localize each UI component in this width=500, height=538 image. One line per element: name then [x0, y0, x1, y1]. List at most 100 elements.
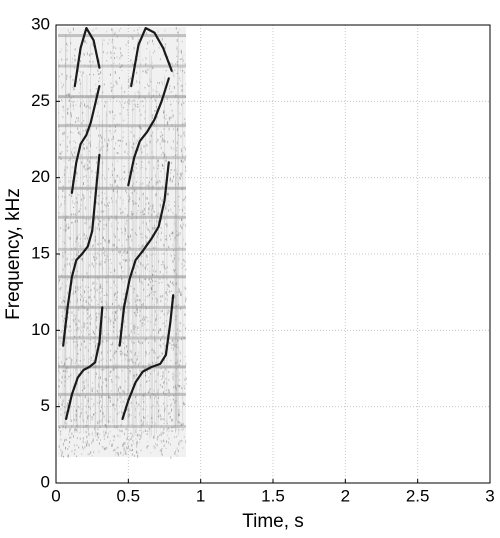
noise-dot	[101, 368, 103, 371]
noise-dot	[185, 165, 187, 169]
noise-dot	[103, 39, 105, 42]
noise-dot	[82, 194, 84, 197]
noise-dot	[87, 308, 89, 311]
noise-dot	[111, 223, 113, 225]
noise-band	[58, 124, 186, 128]
noise-dot	[141, 432, 143, 435]
noise-dot	[67, 107, 69, 111]
noise-dot	[108, 396, 110, 398]
noise-dot	[127, 299, 129, 303]
noise-dot	[72, 79, 74, 81]
noise-dot	[86, 420, 88, 423]
noise-dot	[71, 57, 73, 61]
noise-dot	[90, 335, 92, 338]
noise-dot	[89, 128, 91, 131]
x-tick-label: 2.5	[406, 486, 430, 505]
noise-dot	[160, 310, 162, 313]
noise-dot	[181, 218, 183, 221]
noise-dot	[100, 300, 102, 303]
noise-dot	[119, 196, 121, 200]
noise-dot	[179, 330, 181, 332]
noise-dot	[106, 52, 108, 55]
noise-dot	[177, 32, 179, 34]
noise-dot	[121, 64, 123, 67]
noise-dot	[101, 419, 103, 422]
noise-dot	[141, 193, 143, 196]
noise-dot	[181, 40, 183, 43]
noise-dot	[168, 430, 170, 432]
noise-dot	[64, 422, 66, 424]
noise-dot	[58, 196, 60, 199]
noise-dot	[106, 360, 108, 362]
noise-dot	[145, 57, 147, 60]
noise-dot	[140, 280, 142, 284]
noise-dot	[142, 213, 144, 216]
noise-dot	[65, 58, 67, 61]
noise-dot	[76, 180, 78, 182]
noise-dot	[179, 112, 181, 115]
noise-dot	[93, 403, 95, 406]
noise-dot	[110, 370, 112, 374]
noise-dot	[135, 314, 137, 317]
noise-dot	[69, 158, 71, 161]
noise-dot	[113, 358, 115, 360]
noise-dot	[183, 304, 185, 307]
noise-dot	[131, 126, 133, 129]
noise-dot	[129, 246, 131, 248]
noise-dot	[62, 369, 64, 372]
noise-dot	[79, 286, 81, 289]
noise-dot	[133, 325, 135, 328]
noise-dot	[69, 436, 71, 439]
noise-dot	[157, 81, 159, 84]
noise-dot	[139, 109, 141, 112]
noise-dot	[144, 207, 146, 211]
noise-dot	[168, 391, 170, 393]
noise-dot	[103, 247, 105, 250]
noise-dot	[93, 287, 95, 290]
noise-dot	[183, 337, 185, 339]
noise-dot	[179, 372, 181, 375]
noise-dot	[175, 386, 177, 390]
noise-dot	[110, 86, 112, 89]
noise-dot	[124, 250, 126, 253]
noise-dot	[113, 62, 115, 65]
noise-dot	[102, 339, 104, 343]
noise-dot	[120, 27, 122, 30]
noise-dot	[111, 39, 113, 41]
noise-dot	[160, 415, 162, 418]
noise-dot	[84, 129, 86, 132]
noise-dot	[85, 206, 87, 210]
noise-dot	[65, 438, 67, 441]
noise-dot	[86, 272, 88, 275]
noise-dot	[92, 438, 94, 442]
noise-dot	[137, 32, 139, 35]
noise-dot	[107, 42, 109, 45]
noise-dot	[114, 235, 116, 238]
noise-dot	[74, 341, 76, 343]
noise-dot	[67, 316, 69, 319]
noise-dot	[178, 413, 180, 417]
noise-dot	[145, 277, 147, 281]
noise-dot	[71, 199, 73, 202]
noise-dot	[121, 255, 123, 257]
noise-dot	[144, 339, 146, 342]
noise-dot	[103, 210, 105, 212]
noise-dot	[180, 172, 182, 176]
noise-dot	[60, 408, 62, 411]
noise-dot	[109, 425, 111, 428]
noise-dot	[146, 242, 148, 245]
noise-dot	[125, 452, 127, 455]
noise-dot	[81, 285, 83, 287]
noise-dot	[83, 130, 85, 132]
noise-dot	[83, 354, 85, 357]
noise-dot	[116, 335, 118, 338]
noise-dot	[139, 309, 141, 313]
noise-dot	[147, 283, 149, 286]
noise-dot	[68, 93, 70, 96]
noise-dot	[133, 287, 135, 291]
noise-dot	[136, 167, 138, 169]
noise-dot	[83, 426, 85, 428]
noise-dot	[183, 324, 185, 326]
noise-dot	[185, 83, 187, 85]
noise-dot	[164, 419, 166, 422]
